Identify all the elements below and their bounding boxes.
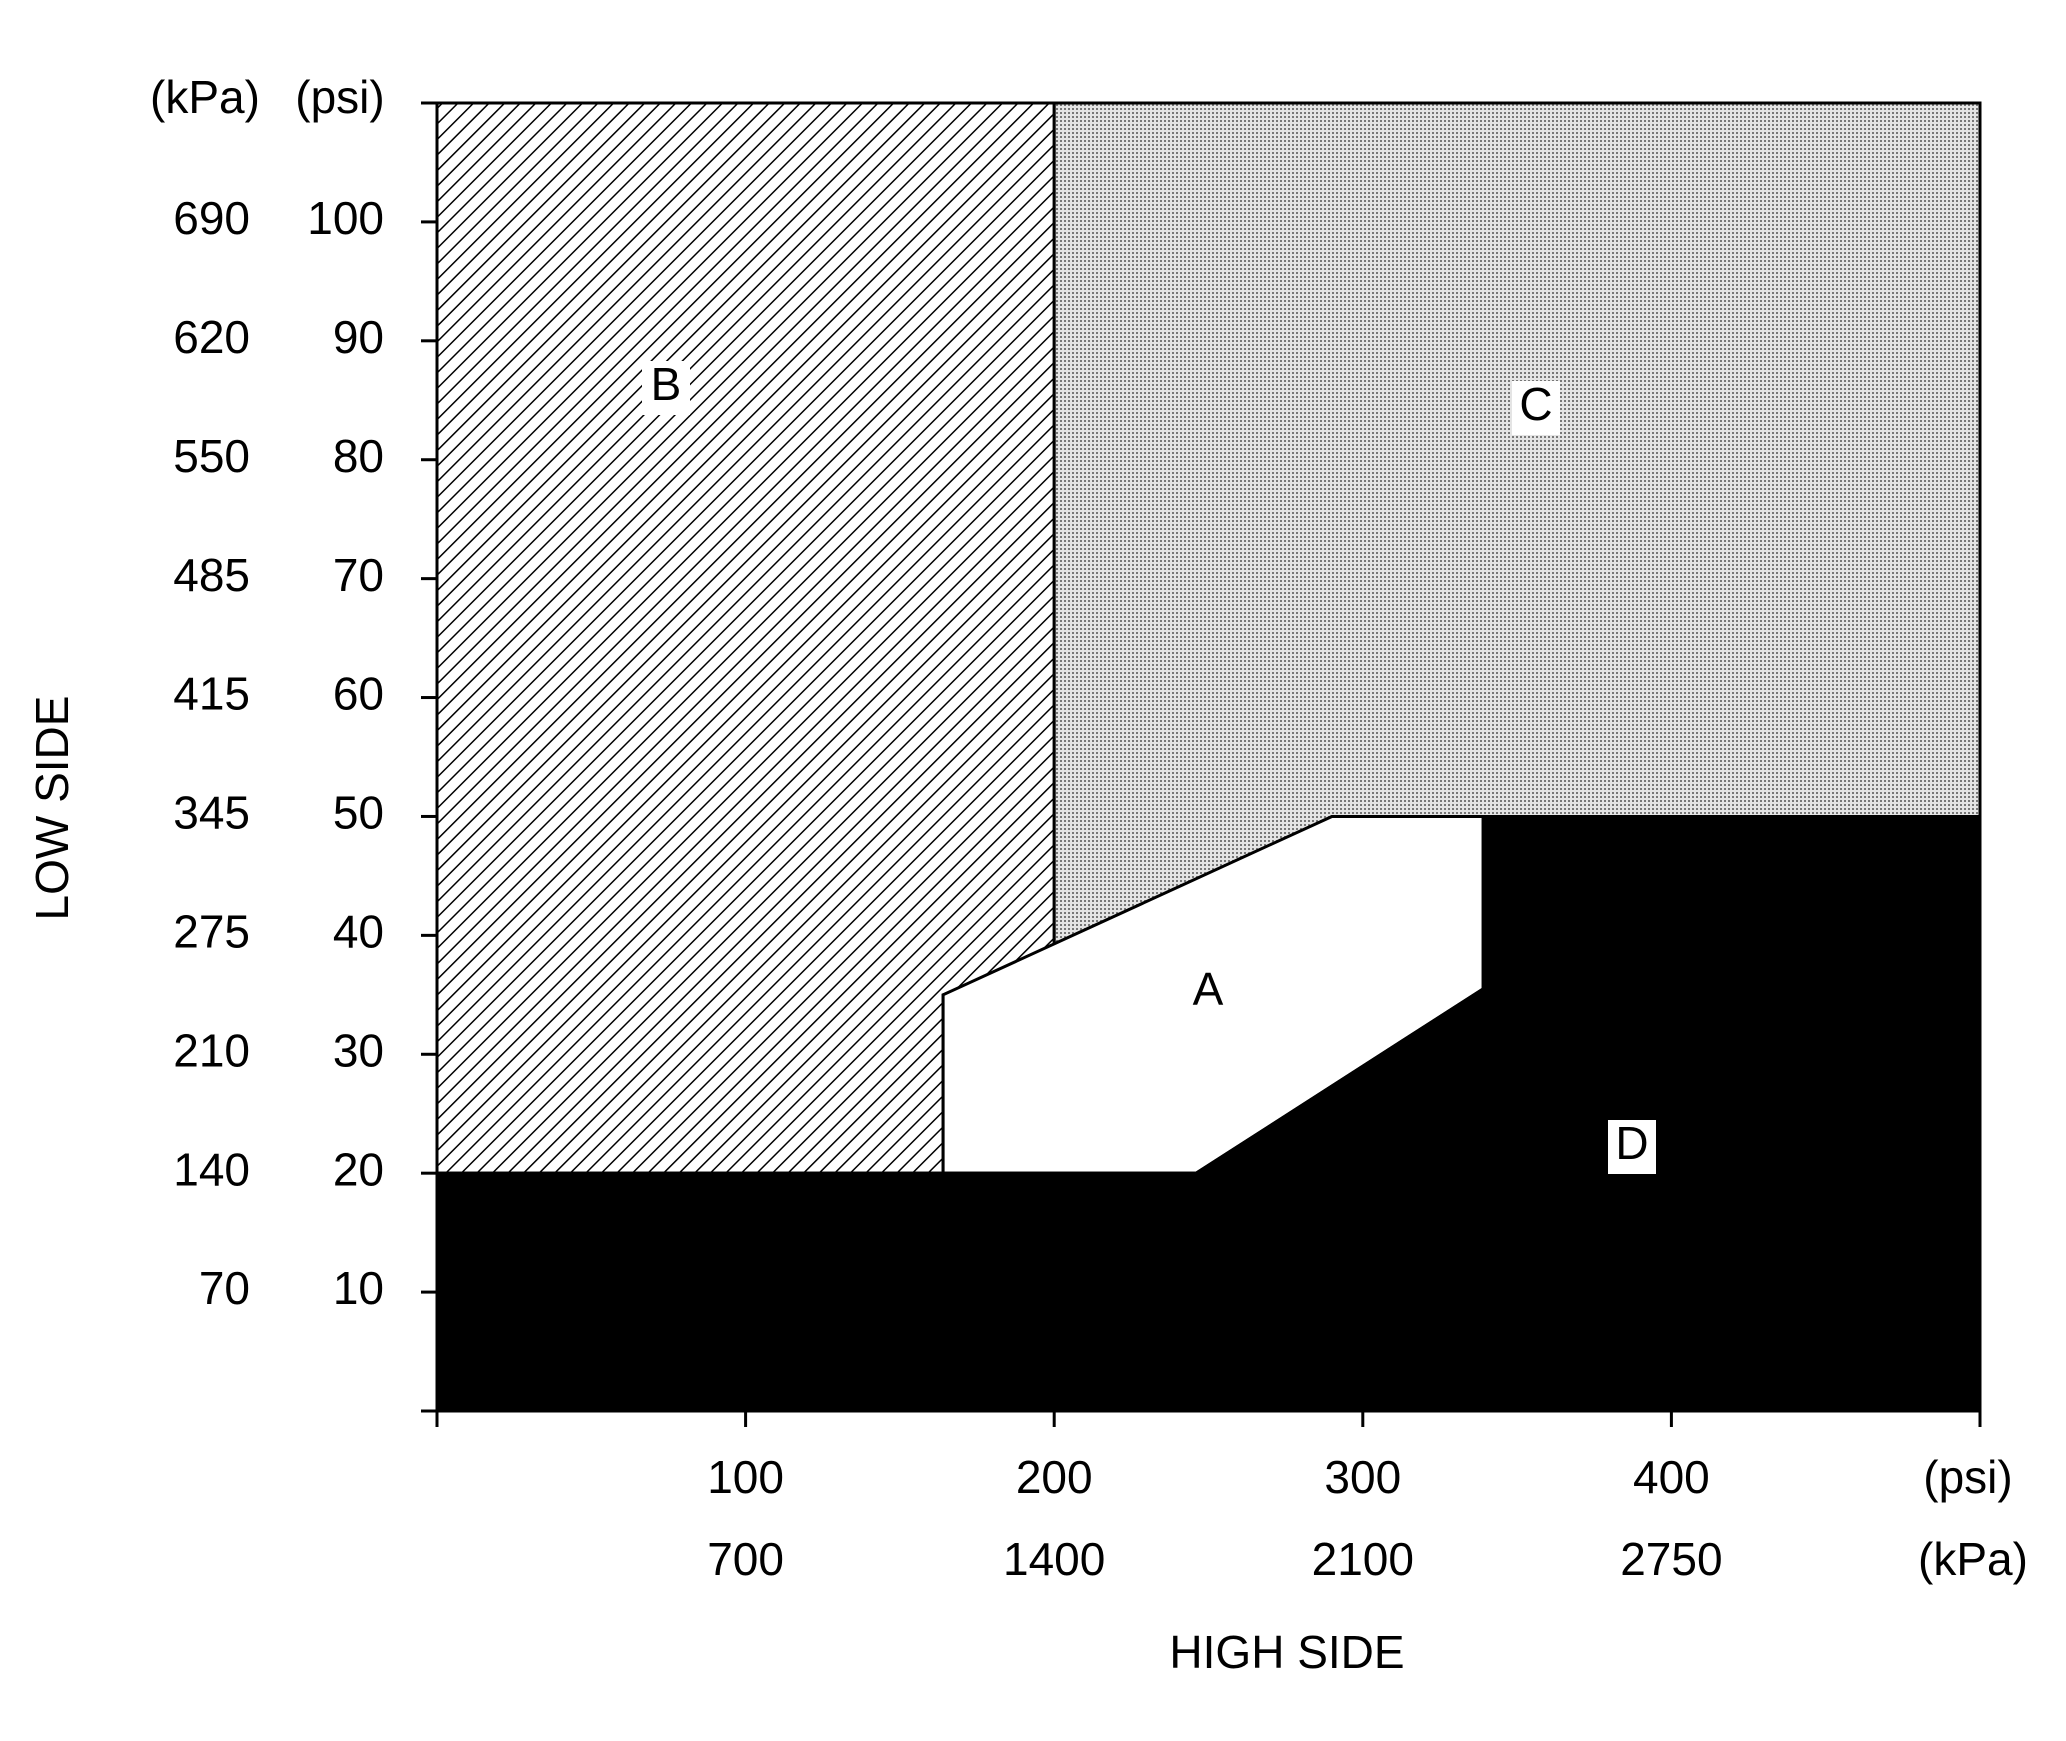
y-tick-label-kpa: 345 (173, 787, 250, 839)
y-tick-label: 10 (333, 1262, 384, 1314)
y-tick-label: 70 (333, 549, 384, 601)
region-label: D (1615, 1117, 1648, 1169)
x-tick-label: 200 (1016, 1451, 1093, 1503)
y-tick-label-kpa: 550 (173, 430, 250, 482)
y-axis-title: LOW SIDE (26, 696, 78, 921)
y-tick-label: 20 (333, 1143, 384, 1195)
region-label: B (651, 358, 682, 410)
y-tick-label: 60 (333, 668, 384, 720)
x-tick-label: 300 (1324, 1451, 1401, 1503)
y-tick-label-kpa: 620 (173, 311, 250, 363)
region-label: A (1193, 963, 1224, 1015)
region-label-bg (1512, 381, 1560, 435)
y-tick-label-kpa: 485 (173, 549, 250, 601)
region-label-bg (642, 361, 690, 415)
y-tick-label: 80 (333, 430, 384, 482)
y-tick-label-kpa: 140 (173, 1143, 250, 1195)
y-tick-label: 50 (333, 787, 384, 839)
region-label-bg (1608, 1120, 1656, 1174)
y-tick-label-kpa: 690 (173, 192, 250, 244)
x-tick-label: 400 (1633, 1451, 1710, 1503)
x-tick-label: 100 (707, 1451, 784, 1503)
x-axis-title: HIGH SIDE (1169, 1626, 1404, 1678)
y-tick-label-kpa: 210 (173, 1024, 250, 1076)
y-unit-label: (kPa) (150, 71, 260, 123)
y-tick-label: 30 (333, 1024, 384, 1076)
y-tick-label: 100 (307, 192, 384, 244)
x-tick-label-kpa: 700 (707, 1533, 784, 1585)
y-unit-label: (psi) (295, 71, 384, 123)
region-label: C (1519, 378, 1552, 430)
x-unit-label: (kPa) (1918, 1533, 2028, 1585)
y-tick-label-kpa: 70 (199, 1262, 250, 1314)
x-tick-label-kpa: 2100 (1312, 1533, 1414, 1585)
x-tick-label-kpa: 2750 (1620, 1533, 1722, 1585)
x-tick-label-kpa: 1400 (1003, 1533, 1105, 1585)
y-tick-label: 90 (333, 311, 384, 363)
x-unit-label: (psi) (1923, 1451, 2012, 1503)
y-tick-label-kpa: 275 (173, 906, 250, 958)
plot-frame (435, 101, 1982, 1413)
y-tick-label-kpa: 415 (173, 668, 250, 720)
y-tick-label: 40 (333, 906, 384, 958)
